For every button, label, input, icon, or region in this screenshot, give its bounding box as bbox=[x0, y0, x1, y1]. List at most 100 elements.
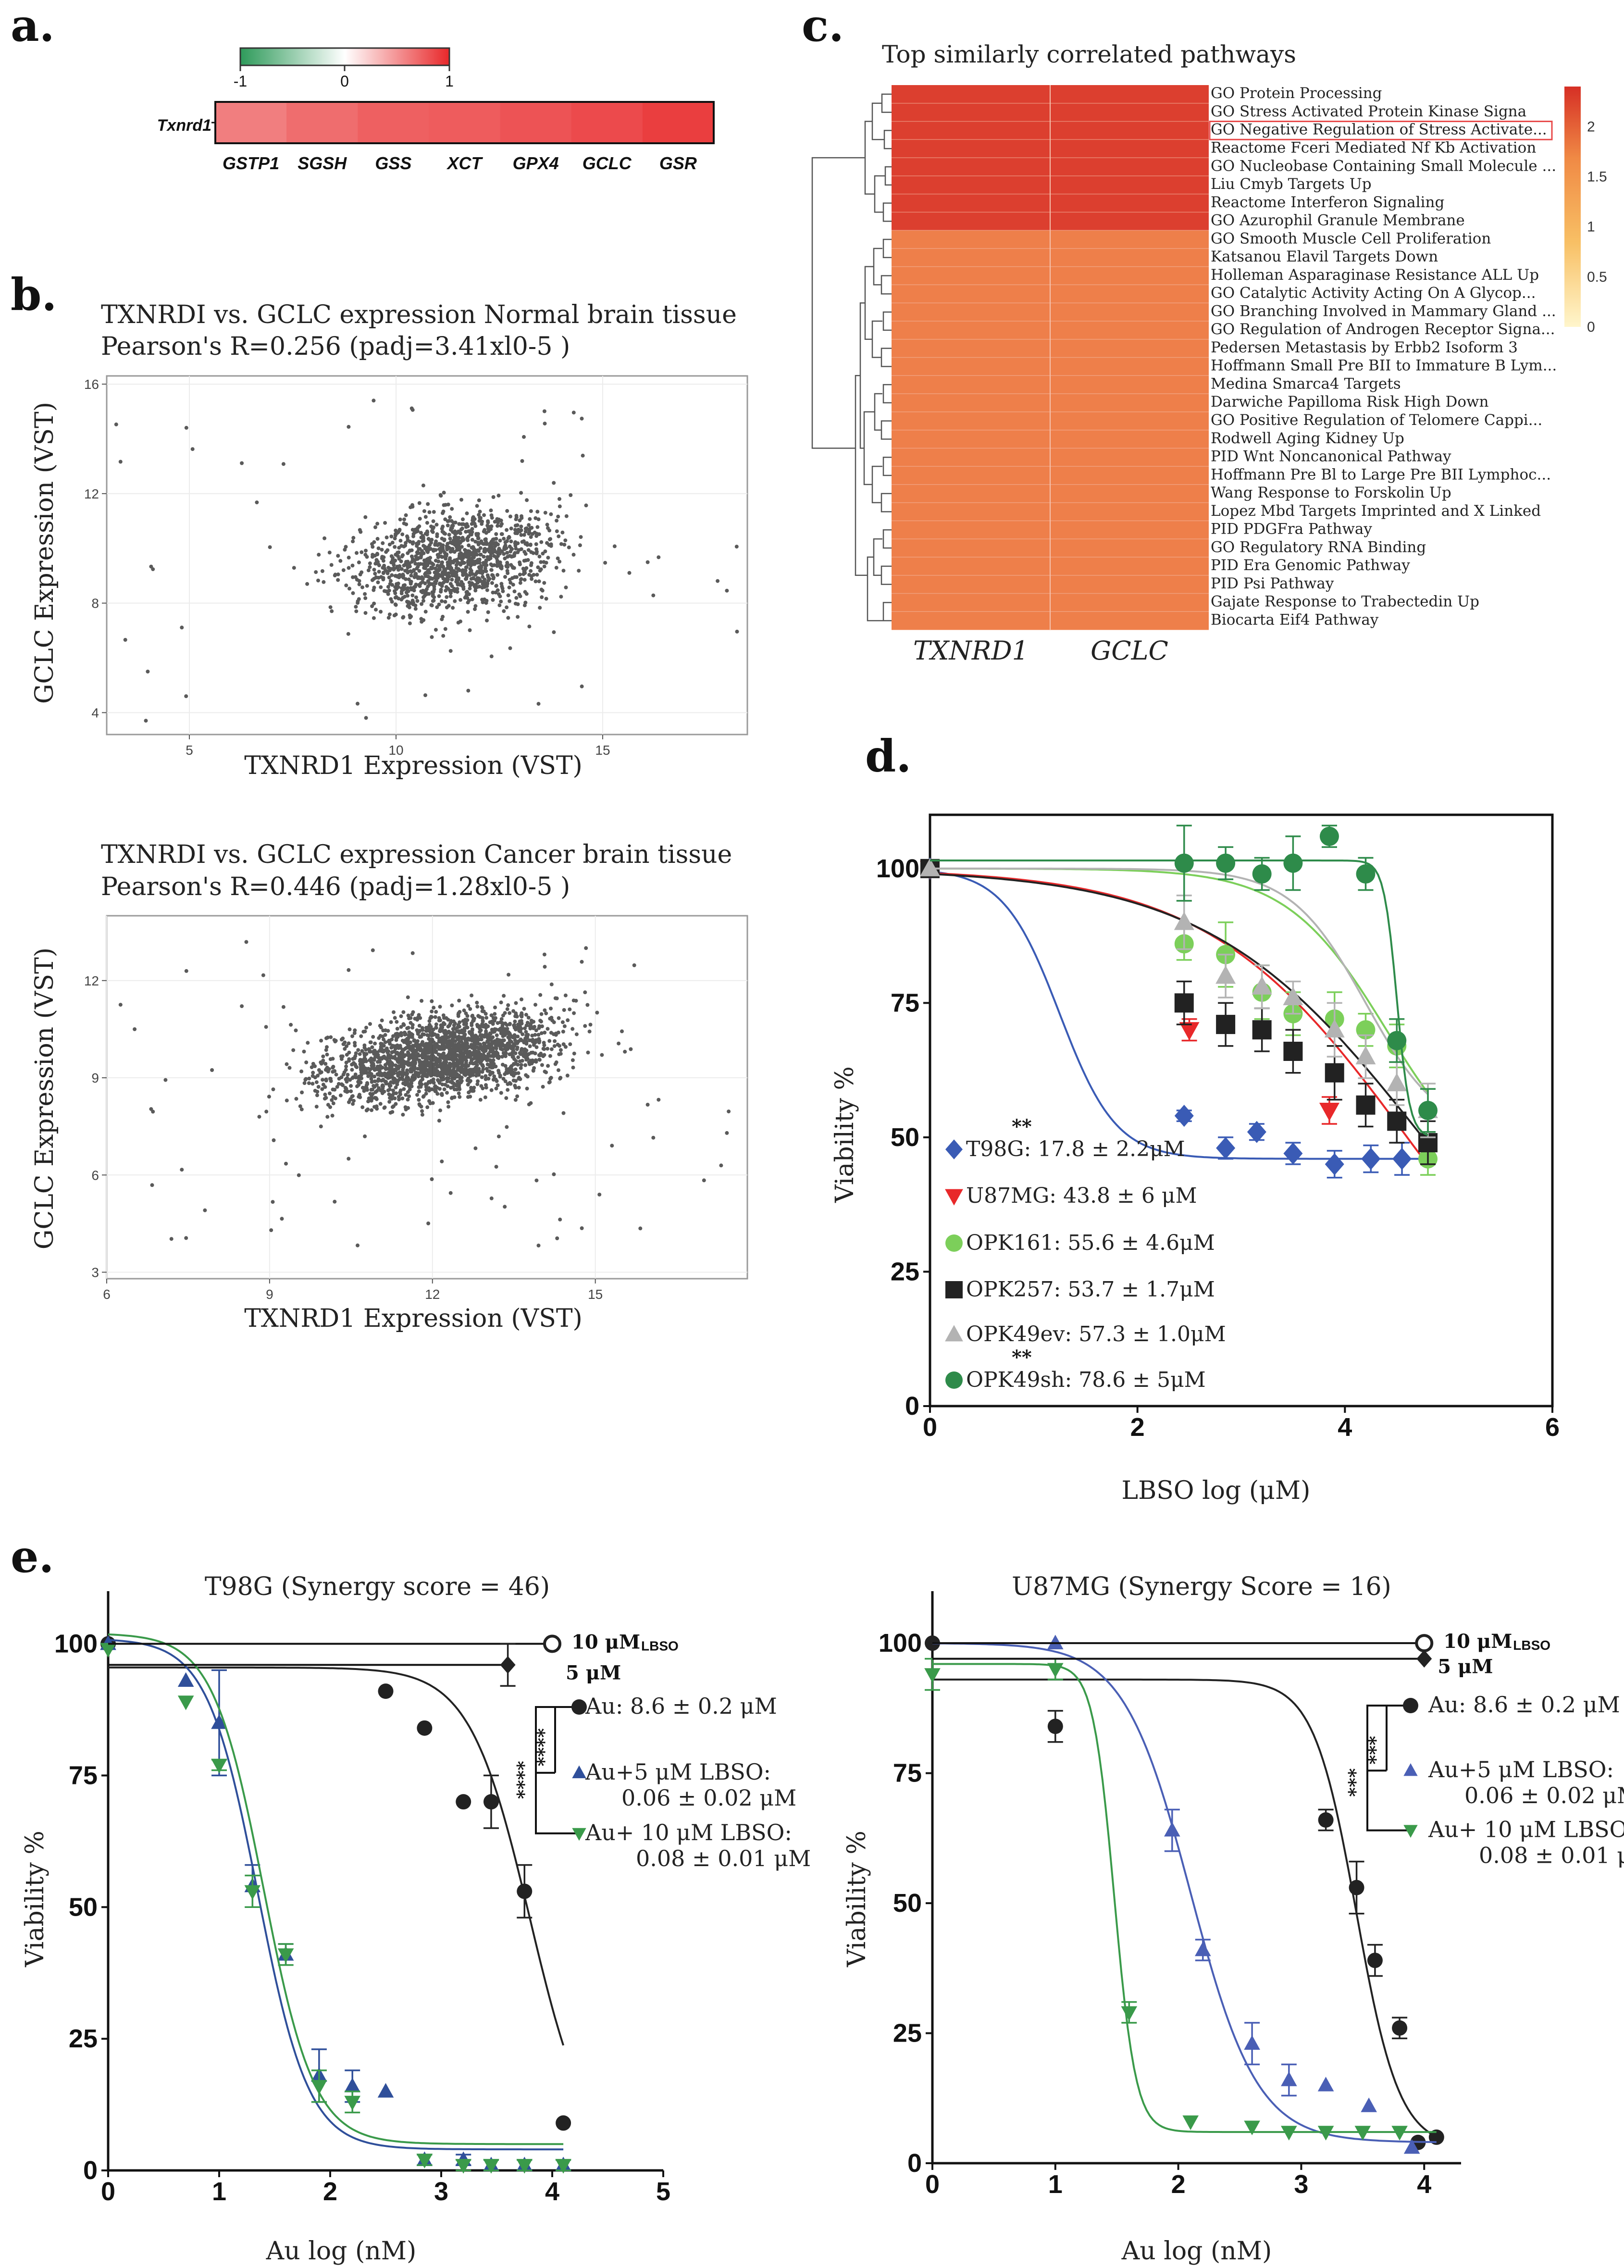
data-point bbox=[1418, 1101, 1438, 1120]
heatmap-c-column-labels: TXNRD1 GCLC bbox=[913, 636, 1168, 666]
data-point bbox=[1416, 1650, 1432, 1668]
data-point bbox=[500, 1656, 516, 1674]
data-point bbox=[1216, 1015, 1236, 1034]
tick-label-x: 4 bbox=[545, 2177, 559, 2206]
colorbar-a bbox=[239, 47, 450, 66]
tick-label-x: 9 bbox=[266, 1287, 273, 1302]
heatmap-c-row-label: Hoffmann Small Pre BII to Immature B Lym… bbox=[1211, 357, 1557, 374]
data-point bbox=[1325, 1153, 1344, 1175]
heatmap-c-cell bbox=[892, 575, 1050, 594]
heatmap-c-cell bbox=[1050, 285, 1209, 303]
heatmap-c-cell bbox=[892, 194, 1050, 212]
heatmap-c-cell bbox=[1050, 212, 1209, 231]
heatmap-c-cell bbox=[892, 121, 1050, 140]
dose-response-d-ylabel: Viability % bbox=[831, 1066, 859, 1203]
heatmap-c-row-label: GO Nucleobase Containing Small Molecule … bbox=[1211, 157, 1556, 174]
heatmap-c-row-label: Katsanou Elavil Targets Down bbox=[1211, 248, 1438, 265]
data-point bbox=[1387, 1111, 1407, 1131]
panel-letter-a: a. bbox=[11, 0, 55, 51]
heatmap-c-row-label: GO Positive Regulation of Telomere Cappi… bbox=[1211, 411, 1542, 429]
data-point bbox=[1247, 1121, 1266, 1143]
data-point bbox=[1164, 1822, 1180, 1837]
data-point bbox=[1325, 1063, 1344, 1083]
heatmap-c-row-label: Pedersen Metastasis by Erbb2 Isoform 3 bbox=[1211, 339, 1518, 356]
fit-curve bbox=[932, 1663, 1437, 2133]
legend-label: Au: 8.6 ± 0.2 μM bbox=[585, 1693, 777, 1719]
colorbar-c-tick-label: 1 bbox=[1587, 219, 1595, 235]
data-point bbox=[1403, 2139, 1420, 2154]
panel-c-heatmap: Top similarly correlated pathways GO Pro… bbox=[811, 40, 1607, 666]
heatmap-c-row-label: Lopez Mbd Targets Imprinted and X Linked bbox=[1211, 502, 1541, 520]
heatmap-c-cell bbox=[892, 321, 1050, 340]
scatter-b2-ylabel: GCLC Expression (VST) bbox=[30, 947, 59, 1249]
heatmap-a-column-label: GPX4 bbox=[513, 153, 559, 173]
data-point bbox=[1317, 2077, 1334, 2092]
data-point bbox=[1318, 1812, 1334, 1828]
heatmap-c-cell bbox=[892, 411, 1050, 430]
data-point bbox=[1283, 1142, 1303, 1165]
scatter-b1-title-line1: TXNRDI vs. GCLC expression Normal brain … bbox=[101, 300, 737, 329]
significance-bracket bbox=[535, 1706, 579, 1834]
fit-curve bbox=[932, 1642, 1437, 2143]
tick-label-x: 0 bbox=[925, 2170, 940, 2199]
legend-label: OPK49ev: 57.3 ± 1.0μM bbox=[966, 1322, 1226, 1346]
data-point bbox=[1281, 2126, 1297, 2141]
heatmap-c-row-label: GO Smooth Muscle Cell Proliferation bbox=[1211, 230, 1491, 247]
data-point bbox=[1174, 911, 1194, 930]
scatter-b1-xlabel: TXNRD1 Expression (VST) bbox=[244, 751, 583, 780]
data-point bbox=[483, 1794, 499, 1810]
legend-label: Au+5 μM LBSO: bbox=[1428, 1757, 1614, 1782]
heatmap-c-cell bbox=[892, 448, 1050, 467]
heatmap-c-cell bbox=[1050, 539, 1209, 558]
heatmap-c-cell bbox=[1050, 339, 1209, 358]
heatmap-c-cell bbox=[1050, 321, 1209, 340]
heatmap-c-highlight-box bbox=[1209, 121, 1553, 140]
data-point bbox=[924, 1668, 941, 1683]
heatmap-c-cell bbox=[1050, 411, 1209, 430]
heatmap-c-row-label: PID Era Genomic Pathway bbox=[1211, 557, 1410, 574]
tick-label-x: 1 bbox=[212, 2177, 226, 2206]
heatmap-c-cell bbox=[1050, 230, 1209, 249]
heatmap-a-cell bbox=[429, 102, 501, 143]
heatmap-c-cell bbox=[1050, 266, 1209, 285]
data-point bbox=[1356, 864, 1376, 884]
heatmap-c-cell bbox=[892, 611, 1050, 630]
data-point bbox=[1354, 2126, 1371, 2141]
heatmap-c-row-label: Medina Smarca4 Targets bbox=[1211, 375, 1401, 392]
heatmap-a-column-labels: GSTP1 SGSH GSS XCT GPX4 GCLC GSR bbox=[223, 153, 697, 173]
data-point bbox=[344, 2095, 360, 2111]
tick-label-x: 2 bbox=[1130, 1413, 1145, 1442]
fit-curve bbox=[108, 1633, 564, 2145]
heatmap-c-cell bbox=[892, 539, 1050, 558]
heatmap-c-cell bbox=[892, 230, 1050, 249]
data-point bbox=[517, 1883, 533, 1899]
plot-frame bbox=[106, 375, 748, 735]
heatmap-c-dendrogram bbox=[811, 93, 892, 622]
heatmap-c-row-label: Darwiche Papilloma Risk High Down bbox=[1211, 393, 1489, 411]
data-point bbox=[1392, 1147, 1412, 1170]
heatmap-a-cells bbox=[211, 101, 715, 144]
data-point bbox=[1244, 2120, 1260, 2135]
data-point bbox=[483, 2159, 499, 2174]
data-point bbox=[1387, 1031, 1407, 1050]
data-point bbox=[516, 2159, 533, 2174]
data-point bbox=[1361, 2097, 1377, 2112]
heatmap-c-row-label: Biocarta Eif4 Pathway bbox=[1211, 611, 1379, 628]
data-point bbox=[1361, 1147, 1381, 1170]
data-point bbox=[1387, 1073, 1407, 1092]
axes-lines bbox=[931, 1591, 1461, 2165]
heatmap-c-row-label: Reactome Interferon Signaling bbox=[1211, 194, 1444, 211]
heatmap-c-row-label: PID Psi Pathway bbox=[1211, 575, 1334, 592]
tick-label-x: 6 bbox=[103, 1287, 111, 1302]
heatmap-c-row-label: Hoffmann Pre Bl to Large Pre BII Lymphoc… bbox=[1211, 466, 1551, 483]
data-point bbox=[556, 2115, 571, 2131]
data-point bbox=[1216, 853, 1236, 873]
panel-letter-c: c. bbox=[802, 0, 844, 51]
heatmap-c-row-label: Liu Cmyb Targets Up bbox=[1211, 175, 1372, 193]
significance-label: *** bbox=[1364, 1736, 1386, 1765]
scatter-b2-title-line2: Pearson's R=0.446 (padj=1.28xl0-5 ) bbox=[101, 872, 570, 901]
legend-marker bbox=[945, 1189, 963, 1206]
heatmap-a-column-label: GCLC bbox=[583, 153, 632, 173]
